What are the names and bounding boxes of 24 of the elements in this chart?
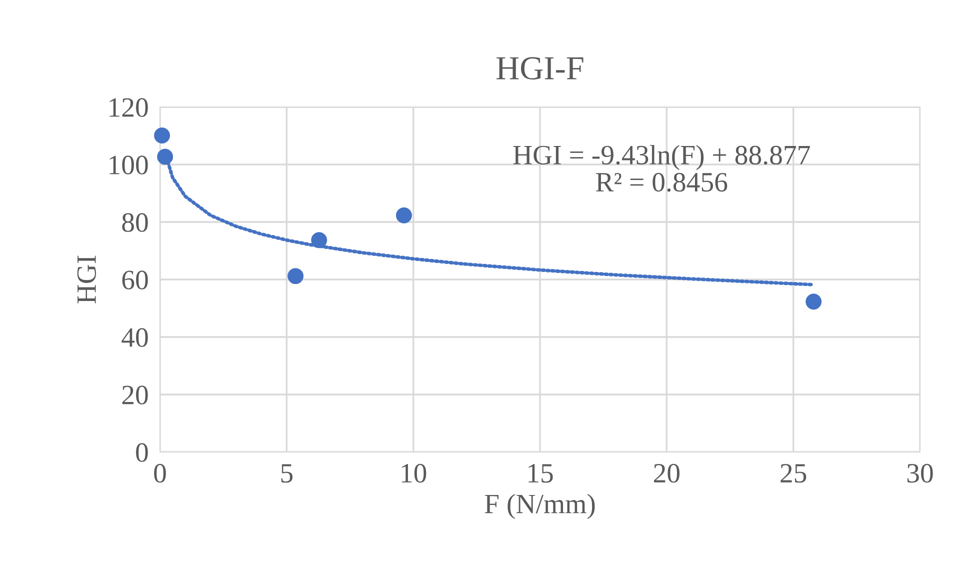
x-tick-label: 5 <box>281 464 293 483</box>
x-tick-label: 0 <box>154 464 166 483</box>
y-axis-title: HGI <box>77 256 96 304</box>
y-tick-label: 100 <box>110 156 148 174</box>
chart-title: HGI-F <box>496 57 584 80</box>
x-tick-label: 10 <box>402 464 426 483</box>
y-tick-label: 20 <box>122 386 148 404</box>
point <box>288 268 304 284</box>
x-tick-label: 30 <box>907 464 933 483</box>
y-tick-label: 60 <box>122 270 148 290</box>
x-tick-label: 15 <box>528 464 553 483</box>
y-tick-label: 40 <box>122 328 148 347</box>
point <box>157 148 174 165</box>
point <box>806 294 822 310</box>
y-tick-label: 120 <box>110 98 148 117</box>
point <box>154 127 170 144</box>
point <box>311 232 328 248</box>
y-tick-label: 0 <box>136 443 148 462</box>
x-axis-title: F (N/mm) <box>484 494 595 520</box>
annotation: HGI = -9.43ln(F) + 88.877 R² = 0.8456 <box>513 144 810 192</box>
x-tick-label: 20 <box>654 464 680 483</box>
point <box>396 207 412 224</box>
x-tick-label: 25 <box>780 464 806 483</box>
y-tick-label: 80 <box>122 213 148 232</box>
